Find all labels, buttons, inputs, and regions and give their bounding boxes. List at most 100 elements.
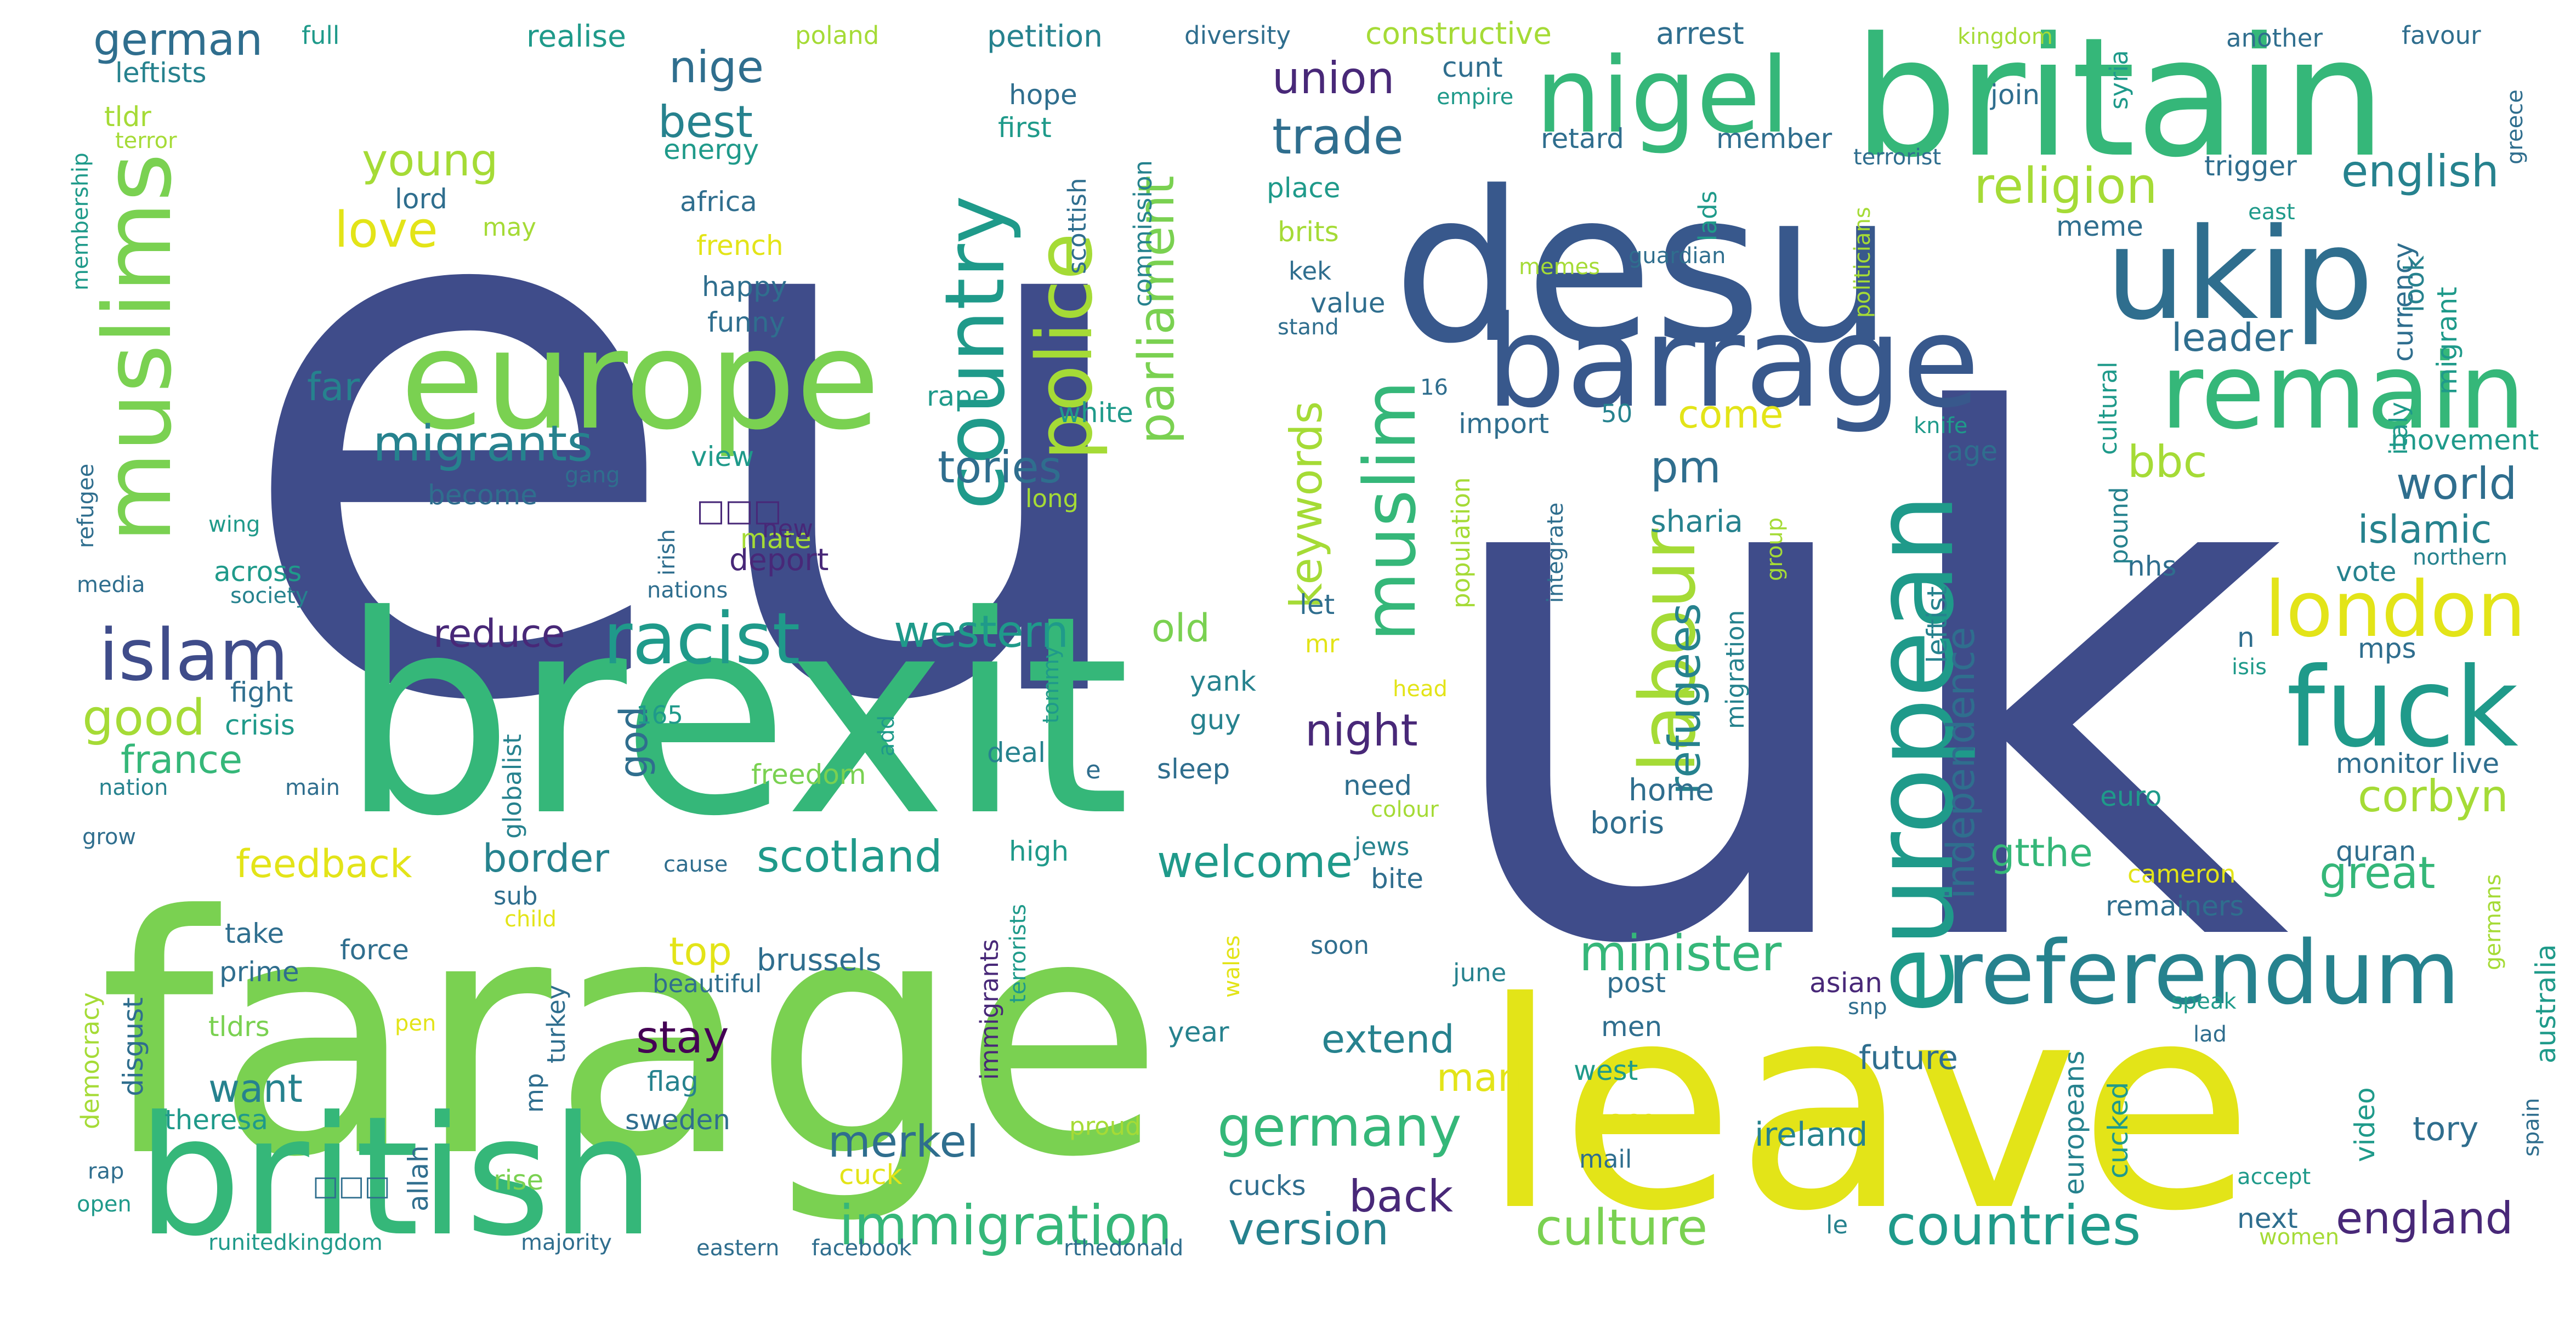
word-128: cucked (2102, 1082, 2134, 1179)
word-235: proud (1069, 1112, 1141, 1141)
word-216: wing (208, 512, 260, 537)
word-110: sweden (625, 1104, 730, 1136)
word-83: cucks (1228, 1170, 1306, 1202)
word-206: full (302, 21, 339, 50)
word-238: runitedkingdom (208, 1230, 383, 1255)
word-195: diversity (1184, 21, 1291, 50)
word-103: take (225, 918, 284, 949)
word-152: migrant (2431, 287, 2463, 395)
word-127: europeans (2058, 1051, 2090, 1195)
word-173: another (2226, 24, 2323, 53)
word-130: women (2259, 1225, 2339, 1250)
word-35: welcome (1157, 837, 1353, 887)
word-170: east (2248, 200, 2295, 225)
word-169: politicians (1850, 207, 1875, 318)
word-75: sharia (1650, 504, 1743, 539)
word-162: guardian (1629, 243, 1726, 269)
word-199: french (696, 230, 784, 261)
word-135: speak (2171, 989, 2237, 1014)
word-16: muslims (84, 153, 192, 543)
word-168: terrorist (1853, 145, 1941, 170)
word-133: video (2349, 1087, 2381, 1162)
word-172: kingdom (1957, 24, 2053, 49)
word-85: guy (1190, 704, 1241, 736)
word-86: sleep (1157, 753, 1230, 785)
word-177: 50 (1601, 399, 1632, 428)
word-107: theresa (164, 1104, 268, 1136)
word-119: west (1574, 1055, 1638, 1086)
word-191: scottish (1063, 178, 1092, 274)
word-223: 165 (636, 701, 683, 730)
word-151: knife (1914, 413, 1967, 439)
word-225: tommy (1039, 646, 1064, 724)
word-117: post (1607, 967, 1666, 999)
word-239: majority (521, 1230, 612, 1255)
word-237: open (77, 1192, 132, 1217)
word-185: brits (1278, 216, 1339, 248)
word-229: democracy (76, 992, 105, 1129)
word-92: freedom (751, 759, 866, 790)
word-43: extend (1321, 1017, 1455, 1062)
word-215: society (230, 583, 308, 608)
word-158: trigger (2204, 150, 2297, 182)
word-166: empire (1437, 84, 1513, 110)
word-209: terror (115, 128, 177, 153)
word-125: june (1452, 958, 1506, 987)
word-121: mail (1579, 1145, 1632, 1174)
word-236: rap (88, 1159, 124, 1184)
word-74: brussels (757, 942, 881, 977)
word-59: bbc (2127, 436, 2208, 487)
word-242: rthedonald (1064, 1236, 1183, 1261)
word-176: import (1459, 408, 1549, 440)
word-156: cultural (2093, 361, 2123, 455)
word-150: age (1947, 435, 1998, 467)
word-146: northern (2413, 545, 2507, 570)
word-36: keywords (1281, 401, 1332, 608)
word-222: main (285, 775, 340, 800)
word-164: constructive (1365, 16, 1552, 51)
word-80: immigrants (975, 939, 1004, 1080)
word-99: become (428, 479, 537, 511)
word-39: trade (1272, 108, 1404, 166)
word-194: petition (987, 19, 1103, 54)
word-197: energy (663, 134, 759, 166)
word-142: mps (2358, 633, 2416, 664)
word-25: culture (1535, 1199, 1707, 1256)
word-106: tldrs (208, 1011, 270, 1043)
word-112: mp (520, 1073, 549, 1113)
word-115: year (1168, 1016, 1229, 1048)
word-34: scotland (757, 831, 943, 882)
word-221: grow (82, 824, 136, 850)
word-138: quran (2336, 835, 2416, 867)
word-60: old (1151, 606, 1210, 651)
word-145: vote (2336, 556, 2397, 588)
word-79: leftist (1921, 586, 1953, 663)
word-88: e (1086, 755, 1101, 784)
word-193: first (998, 112, 1052, 144)
word-159: member (1716, 123, 1832, 155)
word-210: lord (395, 183, 447, 215)
word-61: come (1678, 392, 1784, 437)
word-47: border (483, 836, 609, 881)
word-183: mr (1305, 629, 1340, 658)
word-231: pen (395, 1011, 436, 1036)
word-22: racist (603, 597, 800, 680)
word-63: man (1437, 1055, 1522, 1100)
word-78: migration (1721, 610, 1750, 729)
word-49: stay (636, 1012, 729, 1063)
word-180: integrate (1543, 503, 1568, 603)
word-70: far (307, 365, 360, 409)
word-62: pm (1650, 442, 1721, 493)
word-226: colour (1371, 797, 1439, 822)
word-136: remainers (2106, 890, 2244, 922)
word-245: spain (2519, 1098, 2544, 1157)
word-116: soon (1310, 931, 1369, 960)
word-111: flag (647, 1066, 699, 1097)
word-211: may (483, 213, 536, 242)
word-163: arrest (1656, 16, 1744, 51)
word-132: accept (2237, 1164, 2311, 1190)
word-139: euro (2100, 781, 2162, 812)
word-161: lads (1693, 191, 1722, 241)
word-243: snp (1848, 994, 1887, 1020)
word-46: back (1349, 1171, 1454, 1222)
